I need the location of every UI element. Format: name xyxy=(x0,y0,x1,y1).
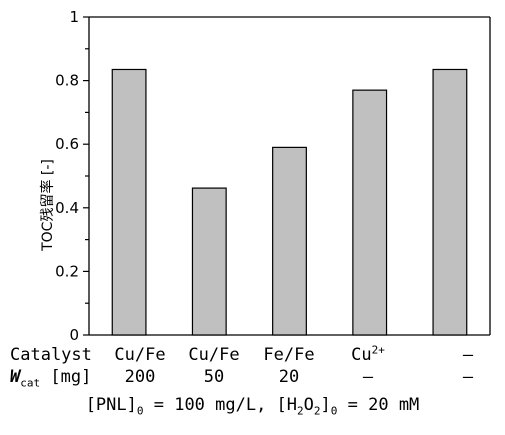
w-cat-row: Wcat [mg] 200 50 20 — — xyxy=(0,366,505,388)
y-tick-label: 0.6 xyxy=(55,135,79,153)
bar-4 xyxy=(352,89,388,336)
y-tick-label: 0.8 xyxy=(55,72,79,90)
w-cat-cell-3: 20 xyxy=(278,367,300,387)
catalyst-cell-2: Cu/Fe xyxy=(188,345,240,365)
y-ticks: 0 0.2 0.4 0.6 0.8 1 xyxy=(55,8,89,340)
w-cat-row-label: Wcat [mg] xyxy=(10,367,92,390)
w-cat-cell-4: — xyxy=(362,367,374,387)
bar-chart: 0 0.2 0.4 0.6 0.8 1 TOC残留率 [-] xyxy=(39,8,491,340)
y-tick-label: 0.4 xyxy=(55,199,79,217)
catalyst-table: Catalyst Cu/Fe Cu/Fe Fe/Fe Cu2+ — Wcat [… xyxy=(0,340,505,435)
catalyst-cell-1: Cu/Fe xyxy=(114,345,166,365)
w-cat-cell-2: 50 xyxy=(203,367,225,387)
bar-2 xyxy=(191,187,227,336)
conditions-line: [PNL]0 = 100 mg/L, [H2O2]0 = 20 mM xyxy=(85,395,420,418)
bar-5 xyxy=(432,68,468,336)
bar-3 xyxy=(272,146,307,336)
catalyst-row: Catalyst Cu/Fe Cu/Fe Fe/Fe Cu2+ — xyxy=(0,344,505,366)
y-axis-title: TOC残留率 [-] xyxy=(39,159,56,252)
chart-bars xyxy=(111,68,468,336)
w-cat-cell-1: 200 xyxy=(124,367,156,387)
catalyst-cell-5: — xyxy=(462,345,474,365)
y-tick-label: 0 xyxy=(69,326,79,340)
w-cat-cell-5: — xyxy=(462,367,474,387)
catalyst-cell-4: Cu2+ xyxy=(351,343,385,365)
y-tick-label: 1 xyxy=(69,8,79,26)
catalyst-cell-3: Fe/Fe xyxy=(263,345,315,365)
bar-1 xyxy=(111,68,147,336)
y-tick-label: 0.2 xyxy=(55,262,79,280)
catalyst-row-label: Catalyst xyxy=(10,345,92,365)
